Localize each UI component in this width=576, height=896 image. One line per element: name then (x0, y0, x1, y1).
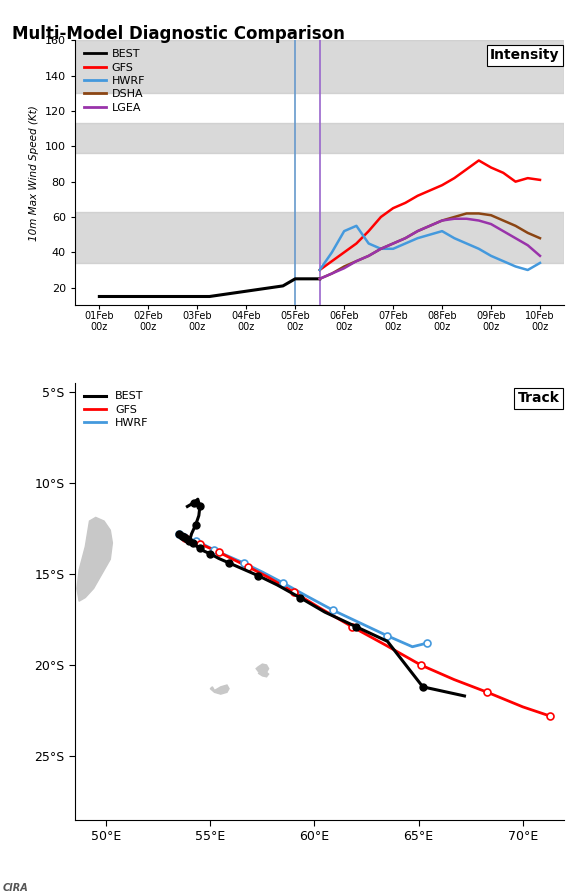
Text: Multi-Model Diagnostic Comparison: Multi-Model Diagnostic Comparison (12, 25, 344, 43)
Polygon shape (210, 685, 229, 694)
Bar (75, 124, 564, 153)
Legend: BEST, GFS, HWRF, DSHA, LGEA: BEST, GFS, HWRF, DSHA, LGEA (81, 46, 149, 116)
Y-axis label: 10m Max Wind Speed (Kt): 10m Max Wind Speed (Kt) (29, 105, 39, 241)
Legend: BEST, GFS, HWRF: BEST, GFS, HWRF (81, 388, 151, 432)
Polygon shape (258, 670, 268, 676)
Polygon shape (77, 517, 112, 601)
Text: CIRA: CIRA (3, 883, 29, 893)
Polygon shape (256, 664, 268, 673)
Bar (75, 40, 564, 93)
Text: Track: Track (518, 392, 560, 405)
Bar (75, 211, 564, 263)
Text: Intensity: Intensity (490, 48, 560, 62)
